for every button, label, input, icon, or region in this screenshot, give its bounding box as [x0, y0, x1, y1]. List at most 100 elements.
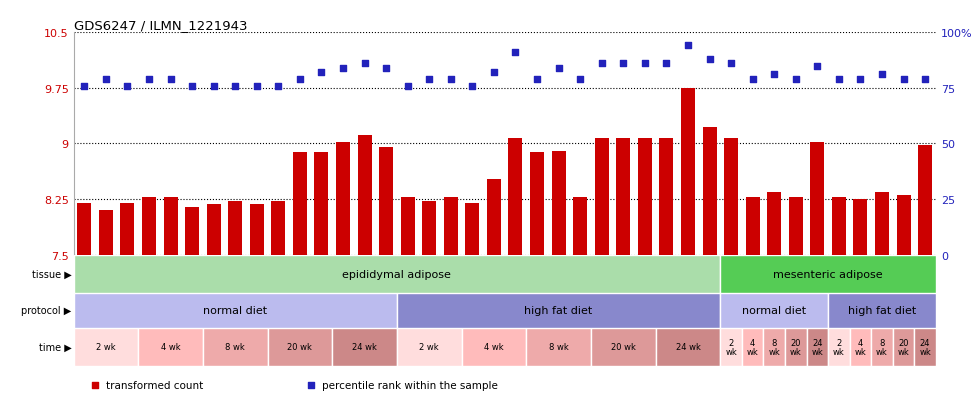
Bar	[487, 180, 501, 255]
Bar	[660, 138, 673, 255]
Bar	[358, 135, 371, 255]
Bar	[99, 211, 113, 255]
Bar	[422, 202, 436, 255]
Text: 4
wk: 4 wk	[747, 338, 759, 356]
Text: percentile rank within the sample: percentile rank within the sample	[321, 380, 498, 391]
Bar	[807, 328, 828, 366]
Bar	[742, 328, 763, 366]
Point	[421, 76, 437, 83]
Point	[809, 63, 825, 70]
Bar	[875, 192, 889, 255]
Bar	[203, 328, 268, 366]
Point	[465, 83, 480, 90]
Text: 4 wk: 4 wk	[161, 342, 180, 351]
Text: 8
wk: 8 wk	[876, 338, 888, 356]
Bar	[268, 328, 332, 366]
Bar	[74, 328, 138, 366]
Point	[292, 76, 308, 83]
Bar	[703, 128, 716, 255]
Bar	[315, 153, 328, 255]
Point	[680, 43, 696, 50]
Text: tissue ▶: tissue ▶	[31, 269, 72, 280]
Point	[745, 76, 760, 83]
Point	[659, 61, 674, 67]
Text: 2
wk: 2 wk	[725, 338, 737, 356]
Bar	[914, 328, 936, 366]
Point	[788, 76, 804, 83]
Bar	[724, 138, 738, 255]
Bar	[121, 203, 134, 255]
Bar	[293, 153, 307, 255]
Point	[141, 76, 157, 83]
Bar	[185, 207, 199, 255]
Bar	[397, 294, 720, 328]
Bar	[552, 152, 565, 255]
Bar	[401, 197, 415, 255]
Bar	[850, 328, 871, 366]
Text: 24
wk: 24 wk	[811, 338, 823, 356]
Text: 2 wk: 2 wk	[96, 342, 116, 351]
Bar	[918, 146, 932, 255]
Point	[98, 76, 114, 83]
Bar	[397, 328, 462, 366]
Bar	[785, 328, 807, 366]
Point	[551, 65, 566, 72]
Bar	[638, 138, 652, 255]
Bar	[681, 88, 695, 255]
Point	[917, 76, 933, 83]
Point	[206, 83, 221, 90]
Bar	[526, 328, 591, 366]
Bar	[142, 197, 156, 255]
Text: normal diet: normal diet	[203, 306, 268, 316]
Text: time ▶: time ▶	[38, 342, 72, 352]
Bar	[810, 142, 824, 255]
Bar	[379, 148, 393, 255]
Text: mesenteric adipose: mesenteric adipose	[773, 269, 883, 280]
Bar	[138, 328, 203, 366]
Point	[508, 50, 523, 56]
Point	[896, 76, 911, 83]
Bar	[595, 138, 609, 255]
Point	[184, 83, 200, 90]
Bar	[789, 197, 803, 255]
Bar	[616, 138, 630, 255]
Point	[443, 76, 459, 83]
Text: 2
wk: 2 wk	[833, 338, 845, 356]
Point	[378, 65, 394, 72]
Bar	[720, 255, 936, 294]
Point	[249, 83, 265, 90]
Bar	[77, 203, 91, 255]
Text: transformed count: transformed count	[106, 380, 204, 391]
Bar	[509, 138, 522, 255]
Text: 8 wk: 8 wk	[549, 342, 568, 351]
Text: 20 wk: 20 wk	[611, 342, 636, 351]
Text: 2 wk: 2 wk	[419, 342, 439, 351]
Bar	[656, 328, 720, 366]
Bar	[332, 328, 397, 366]
Bar	[336, 142, 350, 255]
Bar	[462, 328, 526, 366]
Bar	[720, 294, 828, 328]
Text: 24 wk: 24 wk	[352, 342, 377, 351]
Bar	[74, 255, 720, 294]
Point	[82, 382, 98, 389]
Bar	[893, 328, 914, 366]
Text: GDS6247 / ILMN_1221943: GDS6247 / ILMN_1221943	[74, 19, 247, 32]
Text: epididymal adipose: epididymal adipose	[342, 269, 452, 280]
Bar	[591, 328, 656, 366]
Bar	[207, 205, 220, 255]
Point	[486, 70, 502, 76]
Bar	[164, 197, 177, 255]
Bar	[897, 196, 910, 255]
Text: 24 wk: 24 wk	[675, 342, 701, 351]
Bar	[228, 202, 242, 255]
Bar	[746, 197, 760, 255]
Text: high fat diet: high fat diet	[524, 306, 593, 316]
Bar	[573, 197, 587, 255]
Point	[227, 83, 243, 90]
Bar	[720, 328, 742, 366]
Bar	[250, 205, 264, 255]
Bar	[466, 203, 479, 255]
Bar	[271, 202, 285, 255]
Text: 4 wk: 4 wk	[484, 342, 504, 351]
